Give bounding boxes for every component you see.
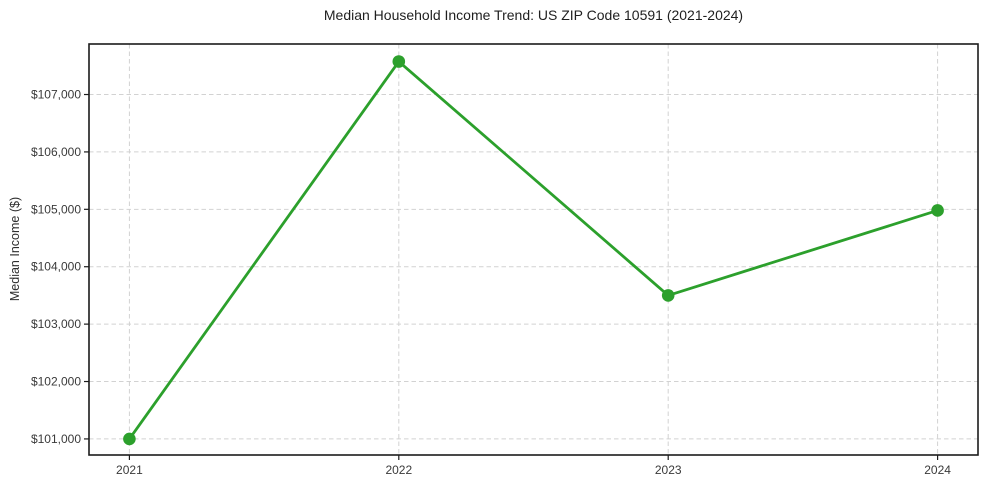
x-tick-label: 2024 <box>924 463 951 477</box>
y-tick-label: $102,000 <box>31 375 81 389</box>
x-tick-label: 2022 <box>385 463 412 477</box>
data-line <box>128 60 939 441</box>
y-tick-label: $104,000 <box>31 260 81 274</box>
y-axis-label: Median Income ($) <box>8 196 22 302</box>
chart-title: Median Household Income Trend: US ZIP Co… <box>323 7 744 23</box>
data-point <box>123 432 136 446</box>
x-tick-label: 2021 <box>116 463 143 477</box>
y-tick-label: $105,000 <box>31 202 81 216</box>
data-point <box>931 204 944 217</box>
x-tick-label: 2023 <box>655 463 682 477</box>
data-point <box>392 55 406 68</box>
y-tick-label: $107,000 <box>31 88 81 102</box>
y-tick-label: $103,000 <box>31 317 81 331</box>
y-tick-label: $101,000 <box>31 432 81 446</box>
y-tick-label: $106,000 <box>31 145 81 159</box>
plot-border <box>88 43 979 456</box>
data-point <box>661 289 675 302</box>
